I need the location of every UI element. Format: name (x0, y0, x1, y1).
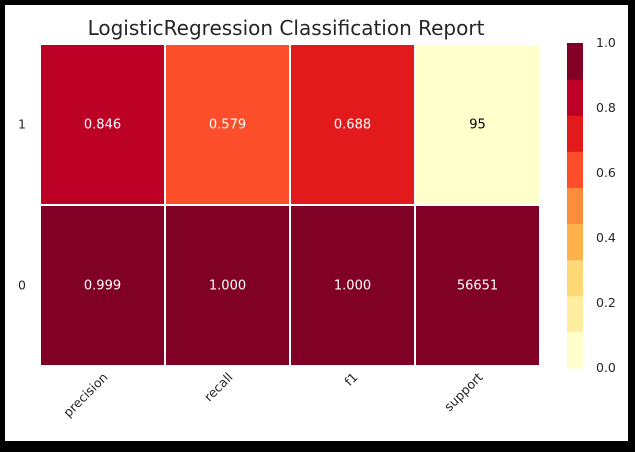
classification-report-heatmap: LogisticRegression Classification Report… (18, 16, 616, 420)
y-tick-label-1: 1 (18, 117, 26, 132)
colorbar-segment (567, 43, 583, 80)
y-tick-label-0: 0 (18, 278, 26, 293)
cell-label-1-precision: 0.846 (84, 118, 121, 133)
colorbar-segment (567, 331, 583, 369)
chart-frame: LogisticRegression Classification Report… (5, 5, 628, 441)
heatmap-cell-1-support (414, 43, 541, 206)
heatmap-cell-1-recall (164, 43, 291, 206)
cell-label-1-f1: 0.688 (334, 118, 371, 133)
heatmap-cell-0-precision (39, 204, 166, 367)
heatmap-cell-1-precision (39, 43, 166, 206)
heatmap-cell-0-support (414, 204, 541, 367)
x-tick-label-f1: f1 (341, 370, 360, 389)
colorbar-tick-label: 0.2 (596, 295, 616, 310)
colorbar-segment (567, 79, 583, 116)
colorbar-segment (567, 223, 583, 261)
colorbar-tick-label: 0.4 (596, 230, 616, 245)
y-tick-labels: 10 (18, 117, 26, 293)
colorbar-segment (567, 187, 583, 225)
colorbar-segment (567, 115, 583, 152)
chart-title: LogisticRegression Classification Report (88, 16, 485, 40)
x-tick-labels: precision recall f1 support (60, 369, 486, 420)
colorbar-segment (567, 151, 583, 188)
x-tick-label-precision: precision (60, 370, 110, 420)
cell-label-0-f1: 1.000 (334, 279, 371, 294)
colorbar-segment (567, 259, 583, 297)
x-tick-label-recall: recall (201, 370, 236, 405)
colorbar-tick-label: 0.8 (596, 100, 616, 115)
colorbar-tick-label: 0.0 (596, 360, 616, 375)
colorbar-tick-label: 1.0 (596, 35, 616, 50)
heatmap-cell-0-recall (164, 204, 291, 367)
cell-label-1-support: 95 (469, 118, 486, 133)
heatmap-cell-0-f1 (289, 204, 416, 367)
x-tick-label-support: support (441, 369, 486, 414)
cell-label-0-precision: 0.999 (84, 279, 121, 294)
cell-label-1-recall: 0.579 (209, 118, 246, 133)
colorbar-tick-label: 0.6 (596, 165, 616, 180)
colorbar: 0.0 0.2 0.4 0.6 0.8 1.0 (567, 35, 616, 375)
heatmap-cell-1-f1 (289, 43, 416, 206)
heatmap-cells: 0.846 0.579 0.688 95 0.999 1.000 1.000 56651 (39, 43, 541, 367)
cell-label-0-recall: 1.000 (209, 279, 246, 294)
colorbar-segment (567, 295, 583, 333)
cell-label-0-support: 56651 (457, 279, 498, 294)
